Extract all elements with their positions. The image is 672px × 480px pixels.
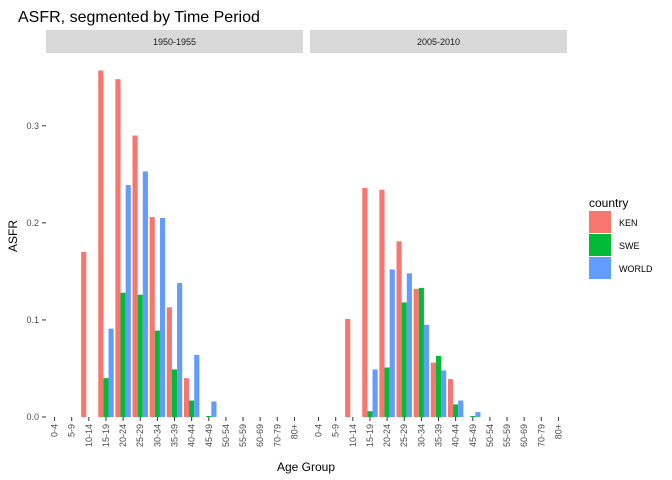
x-tick-label: 60-69 [255,424,265,447]
bar [132,135,138,417]
x-axis: 0-4 5-9 10-14 15-19 20-24 25-29 30-34 35-39 40-4… [50,417,563,447]
x-tick-label: 15-19 [101,424,111,447]
bar [401,302,407,417]
x-tick-label: 0-4 [314,424,324,437]
bar [413,288,419,417]
x-tick-label: 5-9 [67,424,77,437]
bar [183,378,190,417]
x-tick-label: 30-34 [416,424,426,447]
x-tick-label: 50-54 [485,424,495,447]
y-tick-label: 0.1 [26,315,39,325]
x-tick-label: 70-79 [272,424,282,447]
bar [177,283,183,417]
bar [171,369,178,417]
bar [149,217,155,417]
bar [120,292,126,417]
x-tick-label: 5-9 [331,424,341,437]
bar [453,404,459,417]
bar [166,307,172,417]
bar [108,328,114,417]
x-tick-label: 55-59 [238,424,248,447]
bar [115,79,121,418]
x-tick-label: 50-54 [221,424,231,447]
x-tick-label: 80+ [289,424,299,439]
bar [430,362,436,417]
x-tick-label: 20-24 [118,424,128,447]
x-tick-label: 60-69 [519,424,529,447]
legend: country KEN SWE WORLD [589,196,653,279]
bar [458,400,464,417]
chart-title: ASFR, segmented by Time Period [18,9,260,26]
bar [103,378,109,417]
legend-title: country [589,196,628,210]
y-axis-title: ASFR [6,220,20,252]
facet-strip-label: 1950-1955 [153,37,196,47]
y-tick-label: 0.2 [26,218,39,228]
x-tick-label: 0-4 [50,424,60,437]
x-tick-label: 20-24 [382,424,392,447]
x-tick-label: 10-14 [348,424,358,447]
bar [470,416,476,417]
bar [435,355,442,417]
y-tick-label: 0.0 [26,412,39,422]
bar [423,324,430,417]
bar [206,416,212,417]
x-tick-label: 15-19 [365,424,375,447]
x-tick-label: 45-49 [468,424,478,447]
bar [125,185,131,417]
bar [142,171,148,417]
bar [345,318,351,417]
bar [159,218,166,417]
x-tick-label: 30-34 [152,424,162,447]
bar [379,189,385,417]
bar [154,330,160,417]
x-tick-label: 70-79 [536,424,546,447]
bar [418,287,424,417]
x-tick-label: 40-44 [187,424,197,447]
bar [362,187,368,417]
facet-strip-label: 2005-2010 [417,37,460,47]
bar [389,269,395,417]
bar [447,379,454,417]
x-axis-title: Age Group [277,460,335,474]
facet-strip [46,30,303,53]
x-tick-label: 25-29 [399,424,409,447]
bar [367,411,373,417]
facet-strip [310,30,567,53]
legend-label-swe: SWE [619,241,640,251]
bar [384,367,390,417]
bar [189,400,195,417]
legend-key-world [589,257,611,279]
legend-key-ken [589,211,611,233]
bar [81,251,87,417]
legend-key-swe [589,234,611,256]
x-tick-label: 25-29 [135,424,145,447]
x-tick-label: 35-39 [434,424,444,447]
bar [211,401,217,417]
y-axis: 0.0 0.1 0.2 0.3 [26,121,46,422]
x-tick-label: 55-59 [502,424,512,447]
bar [475,412,481,417]
y-tick-label: 0.3 [26,121,39,131]
bar [372,369,378,417]
x-tick-label: 45-49 [204,424,214,447]
bar [137,294,143,417]
bar [441,370,447,417]
bar [98,70,104,417]
x-tick-label: 40-44 [451,424,461,447]
x-tick-label: 80+ [553,424,563,439]
legend-label-world: WORLD [619,264,653,274]
facet-panels: 1950-1955 2005-2010 [46,30,567,418]
bar [406,273,412,417]
x-tick-label: 35-39 [170,424,180,447]
x-tick-label: 10-14 [84,424,94,447]
legend-label-ken: KEN [619,218,638,228]
bar [194,354,200,417]
bar [396,241,402,417]
